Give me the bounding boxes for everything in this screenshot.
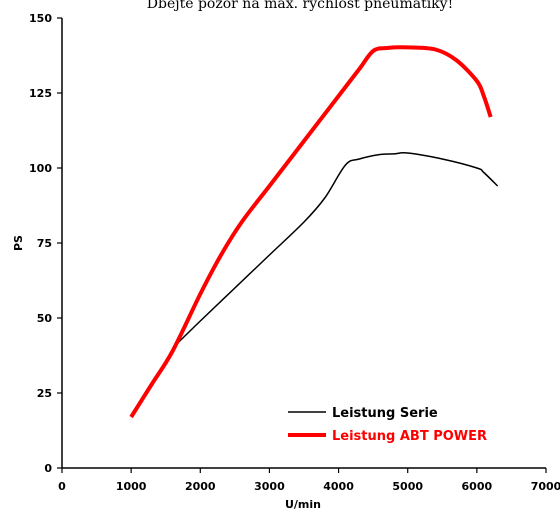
x-tick-label: 5000 — [392, 480, 423, 493]
series-line-leistung-abt-power — [129, 45, 493, 419]
y-tick-label: 75 — [37, 237, 52, 250]
y-tick-label: 125 — [29, 87, 52, 100]
y-tick-label: 25 — [37, 387, 52, 400]
x-tick-label: 7000 — [531, 480, 560, 493]
x-tick-label: 6000 — [462, 480, 493, 493]
y-tick-label: 150 — [29, 12, 52, 25]
y-tick-label: 100 — [29, 162, 52, 175]
y-tick-label: 50 — [37, 312, 53, 325]
x-tick-label: 1000 — [116, 480, 147, 493]
x-tick-label: 2000 — [185, 480, 216, 493]
legend: Leistung Serie Leistung ABT POWER — [288, 406, 487, 444]
x-axis-label: U/min — [285, 498, 321, 511]
y-tick-label: 0 — [44, 462, 52, 475]
series-line-leistung-serie — [172, 151, 499, 349]
legend-label-abt-power: Leistung ABT POWER — [332, 429, 487, 444]
x-tick-label: 3000 — [254, 480, 285, 493]
axis-ticks: 0 1000 2000 3000 4000 5000 6000 7000 0 25 50 75 100 1… — [29, 12, 560, 493]
legend-label-serie: Leistung Serie — [332, 406, 438, 421]
y-axis-label: PS — [12, 235, 25, 251]
x-tick-label: 0 — [58, 480, 66, 493]
series-layer — [129, 45, 499, 419]
x-tick-label: 4000 — [323, 480, 354, 493]
header-text: Dbejte pozor na max. rychlost pneumatiky… — [147, 0, 453, 12]
